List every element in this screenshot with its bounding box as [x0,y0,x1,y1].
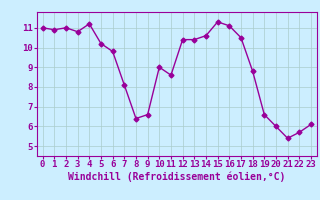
X-axis label: Windchill (Refroidissement éolien,°C): Windchill (Refroidissement éolien,°C) [68,172,285,182]
